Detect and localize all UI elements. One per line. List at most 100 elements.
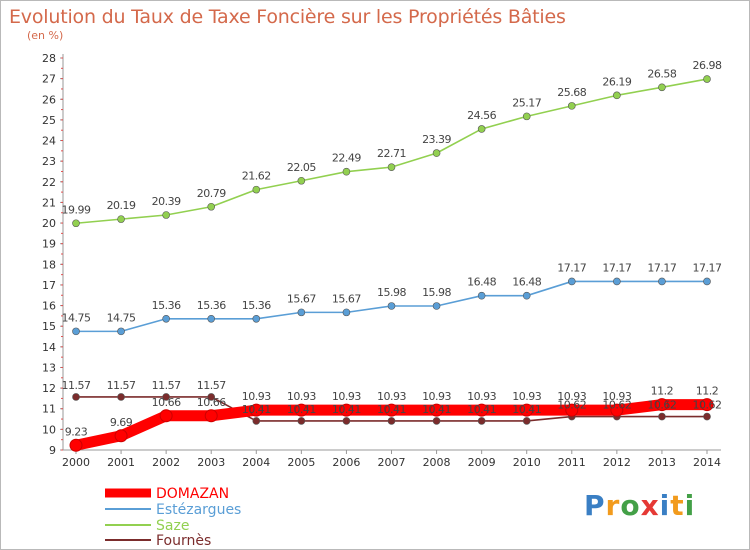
data-label: 17.17 [647,261,676,274]
x-tick-label: 2014 [693,456,721,469]
y-tick-label: 22 [42,176,56,189]
data-point [658,277,666,286]
data-point [72,219,80,228]
data-point [703,277,711,286]
x-tick-label: 2012 [603,456,631,469]
data-point [114,429,128,443]
data-label: 16.48 [467,276,496,289]
data-label: 14.75 [107,311,136,324]
y-tick-label: 19 [42,238,56,251]
data-label: 15.36 [152,299,181,312]
data-label: 10.66 [197,396,226,409]
data-point [477,125,486,133]
data-label: 11.57 [62,379,91,392]
y-tick-label: 16 [42,300,56,313]
data-point [567,277,576,286]
data-point [297,417,306,425]
data-point [700,398,714,412]
data-point [117,215,125,223]
logo-letter: x [640,489,660,522]
data-point [522,417,531,425]
x-tick-label: 2001 [107,456,135,469]
data-label: 15.98 [377,286,406,299]
data-label: 17.17 [602,261,631,274]
data-label: 10.93 [332,390,361,403]
data-label: 10.41 [287,403,316,416]
data-point [162,393,170,401]
data-label: 15.67 [287,292,316,305]
y-tick-label: 17 [42,279,56,292]
data-label: 26.98 [693,59,722,72]
x-tick-label: 2009 [468,456,496,469]
y-tick-label: 28 [42,52,56,65]
data-point [387,163,396,171]
y-tick-label: 27 [42,73,56,86]
y-tick-label: 18 [42,258,56,271]
data-point [297,308,306,317]
y-tick-label: 20 [42,217,56,230]
data-point [72,327,80,336]
legend-label: Fournès [156,533,211,549]
data-label: 10.66 [152,396,181,409]
data-point [385,403,398,417]
data-label: 15.98 [422,286,451,299]
data-point [294,403,308,417]
data-point [703,412,711,421]
data-point [613,91,621,100]
data-label: 24.56 [467,109,496,122]
data-point [613,277,621,286]
chart-title: Evolution du Taux de Taxe Foncière sur l… [9,6,566,28]
data-point [204,409,218,423]
y-tick-label: 9 [49,444,56,457]
data-label: 23.39 [422,133,451,146]
data-label: 10.41 [512,403,541,416]
data-label: 9.23 [65,425,88,438]
x-tick-label: 2010 [513,456,541,469]
data-point [207,314,216,323]
x-tick-label: 2007 [378,456,406,469]
data-point [475,403,489,417]
data-point [703,75,711,83]
data-point [565,403,579,417]
data-point [655,398,669,412]
data-point [432,417,441,425]
data-point [207,202,216,211]
data-point [117,393,125,401]
data-label: 10.93 [467,390,496,403]
x-tick-label: 2002 [152,456,180,469]
x-tick-label: 2006 [332,456,360,469]
data-point [252,417,261,425]
data-point [162,211,170,219]
x-tick-label: 2000 [62,456,90,469]
data-label: 10.41 [377,403,406,416]
data-point [207,393,216,401]
data-point [387,302,396,310]
logo-letter: o [620,489,641,522]
data-label: 10.41 [467,403,496,416]
y-tick-label: 14 [42,341,56,354]
y-tick-label: 26 [42,93,56,106]
x-tick-label: 2013 [648,456,676,469]
data-label: 11.2 [651,385,674,398]
y-tick-label: 23 [42,155,56,168]
logo-letter: t [670,489,685,522]
data-point [342,417,351,425]
x-tick-label: 2004 [242,456,270,469]
data-label: 15.36 [197,299,226,312]
logo-letter: P [584,489,606,522]
data-point [477,417,486,425]
x-tick-label: 2005 [287,456,315,469]
y-tick-label: 25 [42,114,56,127]
data-label: 10.93 [512,390,541,403]
series-points [69,75,714,452]
data-point [69,438,83,452]
data-point [567,102,576,110]
axes: 9 10 11 12 13 14 15 16 17 18 19 20 21 22 23 24 25 26 27 28 2… [42,52,721,469]
data-label: 15.67 [332,292,361,305]
data-label: 9.69 [110,416,133,429]
legend-label: DOMAZAN [156,486,229,502]
data-point [658,412,666,421]
